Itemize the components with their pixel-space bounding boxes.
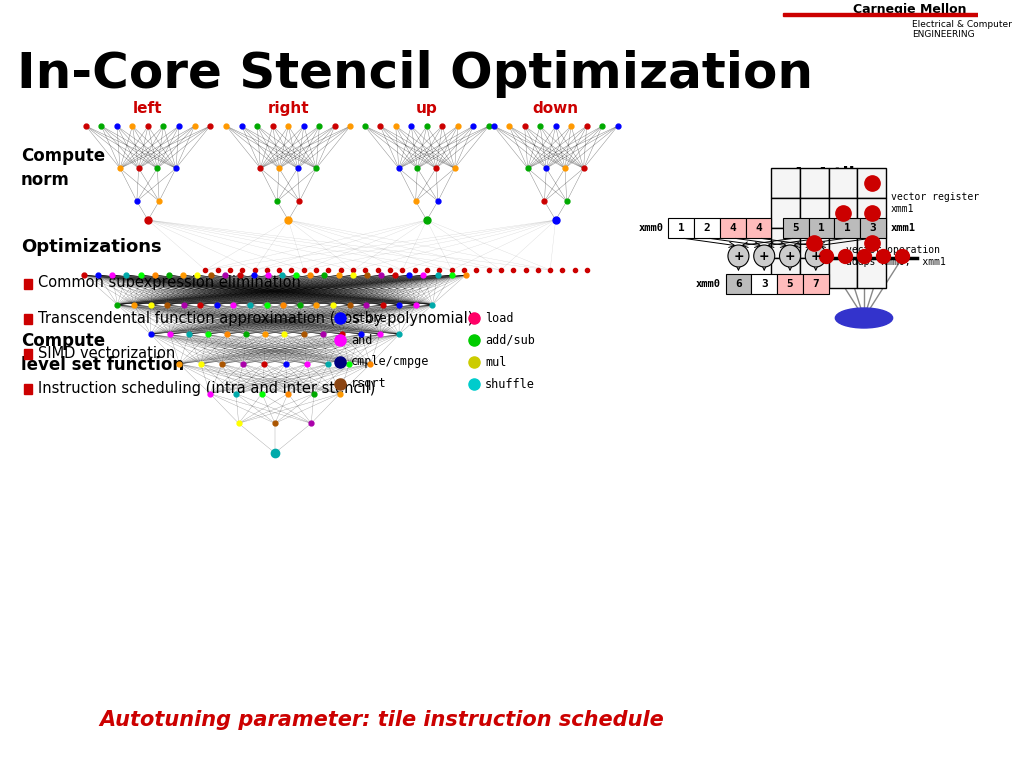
Text: Common subexpression elimination: Common subexpression elimination: [38, 276, 301, 290]
Bar: [828, 228, 857, 258]
Bar: [24, 314, 32, 324]
Bar: [782, 218, 809, 238]
Text: 5: 5: [793, 223, 799, 233]
Bar: [857, 198, 886, 228]
Circle shape: [728, 245, 749, 267]
Bar: [777, 274, 803, 294]
Text: add/sub: add/sub: [485, 333, 535, 346]
Text: 3: 3: [869, 223, 877, 233]
Bar: [24, 384, 32, 394]
Text: +: +: [810, 250, 821, 263]
Text: 1: 1: [844, 223, 851, 233]
Text: 1: 1: [818, 223, 825, 233]
Text: Transcendental function approximation (cos by polynomial): Transcendental function approximation (c…: [38, 310, 473, 326]
Bar: [857, 228, 886, 258]
Text: +: +: [759, 250, 770, 263]
Bar: [857, 168, 886, 198]
Text: SIMD vectorization: SIMD vectorization: [38, 346, 175, 360]
Bar: [803, 274, 828, 294]
Text: Carnegie Mellon: Carnegie Mellon: [853, 3, 966, 16]
Text: shuffle: shuffle: [485, 378, 535, 390]
Text: xmm1: xmm1: [891, 223, 915, 233]
Text: cmple/cmpge: cmple/cmpge: [351, 356, 430, 369]
Bar: [720, 218, 745, 238]
Bar: [809, 218, 835, 238]
Bar: [828, 198, 857, 228]
Bar: [800, 228, 828, 258]
Text: 2: 2: [703, 223, 711, 233]
Text: 1: 1: [678, 223, 685, 233]
Text: vector register
xmm1: vector register xmm1: [891, 193, 979, 214]
Text: load: load: [485, 312, 513, 325]
Circle shape: [754, 245, 775, 267]
Bar: [828, 168, 857, 198]
Text: 6: 6: [735, 279, 741, 289]
Text: 4x4 tile: 4x4 tile: [791, 166, 866, 184]
Bar: [771, 258, 800, 288]
Text: store: store: [351, 312, 387, 325]
Bar: [726, 274, 752, 294]
Text: xmm0: xmm0: [695, 279, 721, 289]
Bar: [782, 13, 978, 16]
Bar: [860, 218, 886, 238]
Text: In-Core Stencil Optimization: In-Core Stencil Optimization: [17, 50, 813, 98]
Bar: [828, 258, 857, 288]
Circle shape: [779, 245, 801, 267]
Bar: [800, 198, 828, 228]
Bar: [669, 218, 694, 238]
Bar: [800, 258, 828, 288]
Bar: [800, 168, 828, 198]
Bar: [24, 279, 32, 289]
Bar: [24, 349, 32, 359]
Text: and: and: [351, 333, 373, 346]
Text: Optimizations: Optimizations: [22, 238, 162, 256]
Text: down: down: [532, 101, 579, 116]
Text: left: left: [133, 101, 163, 116]
Text: xmm0: xmm0: [639, 223, 664, 233]
Text: 4: 4: [755, 223, 762, 233]
Text: 3: 3: [761, 279, 768, 289]
Text: +: +: [733, 250, 743, 263]
Bar: [771, 168, 800, 198]
Bar: [771, 198, 800, 228]
Text: up: up: [416, 101, 437, 116]
Bar: [835, 218, 860, 238]
Text: rsqrt: rsqrt: [351, 378, 387, 390]
Text: Compute
norm: Compute norm: [22, 147, 105, 189]
Bar: [771, 228, 800, 258]
Text: right: right: [267, 101, 309, 116]
Text: 4: 4: [729, 223, 736, 233]
Text: 7: 7: [812, 279, 819, 289]
Ellipse shape: [836, 308, 893, 328]
Text: vector operation
addps xmm0,  xmm1: vector operation addps xmm0, xmm1: [846, 245, 946, 266]
Bar: [752, 274, 777, 294]
Text: 5: 5: [786, 279, 794, 289]
Text: Instruction scheduling (intra and inter stencil): Instruction scheduling (intra and inter …: [38, 380, 376, 396]
Text: Autotuning parameter: tile instruction schedule: Autotuning parameter: tile instruction s…: [99, 710, 665, 730]
Text: Compute
level set function: Compute level set function: [22, 333, 184, 374]
Bar: [857, 258, 886, 288]
Bar: [694, 218, 720, 238]
Text: mul: mul: [485, 356, 506, 369]
Text: +: +: [784, 250, 796, 263]
Bar: [745, 218, 771, 238]
Circle shape: [805, 245, 826, 267]
Text: Electrical & Computer
ENGINEERING: Electrical & Computer ENGINEERING: [911, 20, 1012, 39]
